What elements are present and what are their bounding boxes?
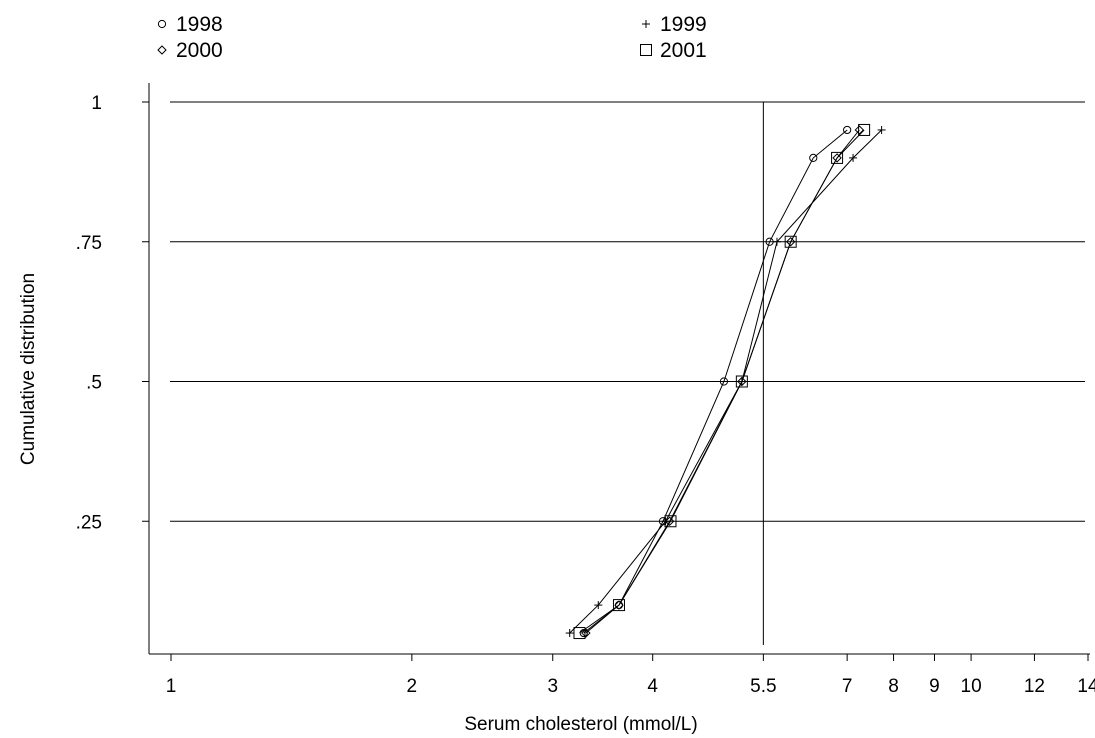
legend-item-2000: 2000 xyxy=(157,39,223,62)
legend-item-1999: 1999 xyxy=(642,13,707,36)
x-tick-label: 10 xyxy=(961,676,982,697)
y-axis-label: Cumulative distribution xyxy=(18,273,39,465)
data-point-2000 xyxy=(854,125,865,135)
data-point-1999 xyxy=(594,601,603,610)
data-point-2001 xyxy=(858,123,871,136)
data-point-1998 xyxy=(719,377,729,386)
data-point-2001 xyxy=(831,151,844,164)
x-axis-label: Serum cholesterol (mmol/L) xyxy=(464,714,697,735)
data-point-2001 xyxy=(612,599,625,612)
x-tick-label: 4 xyxy=(647,676,658,697)
data-point-2001 xyxy=(664,515,677,528)
legend-item-2001: 2001 xyxy=(640,39,707,62)
data-point-2001 xyxy=(784,235,797,248)
data-point-1999 xyxy=(565,629,574,638)
x-tick-label: 12 xyxy=(1024,676,1045,697)
data-point-1998 xyxy=(809,153,818,162)
x-tick-label: 1 xyxy=(166,676,177,697)
y-tick-label: 1 xyxy=(91,93,102,114)
x-tick-label: 2 xyxy=(407,676,418,697)
x-tick-label: 9 xyxy=(929,676,940,697)
data-point-1999 xyxy=(772,237,781,246)
data-point-1999 xyxy=(849,153,858,162)
data-point-2000 xyxy=(664,516,675,526)
data-point-2000 xyxy=(737,376,747,387)
series-2001 xyxy=(573,123,871,640)
legend-label: 1998 xyxy=(176,13,223,36)
legend-label: 1999 xyxy=(660,13,707,36)
y-tick-label: .25 xyxy=(76,512,102,533)
legend-marker-2000 xyxy=(157,45,167,55)
gridlines xyxy=(170,101,1085,522)
data-point-1999 xyxy=(877,125,886,134)
legend: 1998 1999 2000 2001 xyxy=(157,13,707,62)
data-point-2000 xyxy=(785,237,796,247)
legend-marker-1998 xyxy=(157,19,167,29)
data-point-2000 xyxy=(832,153,842,163)
data-point-1998 xyxy=(843,125,852,135)
x-tick-label: 7 xyxy=(842,676,853,697)
series-group xyxy=(565,123,886,640)
data-point-2001 xyxy=(735,375,748,388)
data-point-2001 xyxy=(573,627,586,640)
x-tick-label: 8 xyxy=(888,676,899,697)
y-tick-label: .5 xyxy=(86,373,102,394)
data-point-2000 xyxy=(614,600,624,610)
legend-label: 2001 xyxy=(660,39,707,62)
x-tick-label: 5.5 xyxy=(750,676,776,697)
data-point-2000 xyxy=(581,628,591,638)
legend-marker-1999 xyxy=(642,20,650,28)
x-tick-label: 3 xyxy=(547,676,558,697)
series-line-2001 xyxy=(579,129,865,634)
y-tick-label: .75 xyxy=(76,233,102,254)
legend-label: 2000 xyxy=(176,39,223,62)
legend-marker-2001 xyxy=(640,44,652,56)
x-tick-label: 14 xyxy=(1077,676,1095,697)
legend-item-1998: 1998 xyxy=(157,13,223,36)
